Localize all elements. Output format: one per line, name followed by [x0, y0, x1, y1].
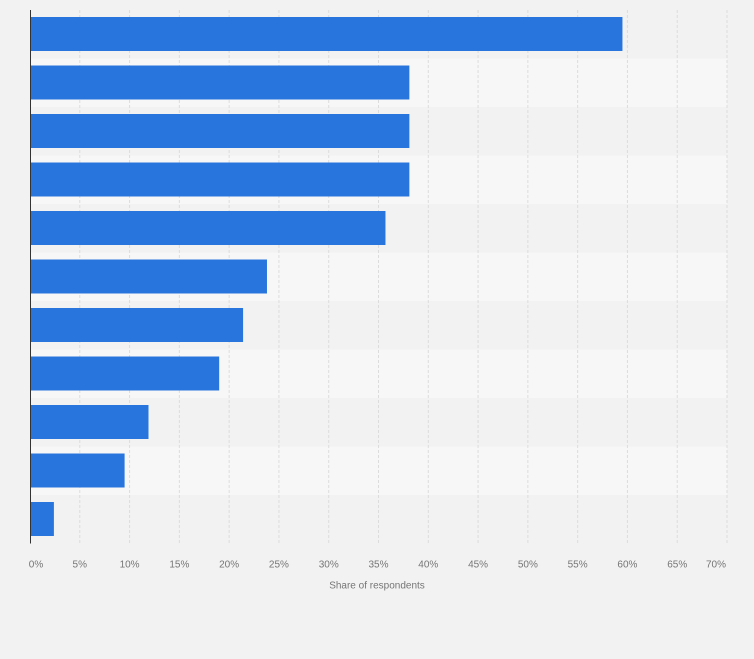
x-tick-label: 20% [219, 560, 239, 571]
x-tick-label: 50% [518, 560, 538, 571]
x-tick-label: 45% [468, 560, 488, 571]
x-tick-label: 55% [568, 560, 588, 571]
x-tick-label: 65% [667, 560, 687, 571]
x-tick-label: 60% [617, 560, 637, 571]
bar[interactable] [30, 453, 125, 488]
bars [30, 17, 623, 536]
x-tick-label: 10% [120, 560, 140, 571]
x-tick-label: 15% [169, 560, 189, 571]
x-tick-label: 5% [73, 560, 88, 571]
bar[interactable] [30, 65, 410, 100]
x-tick-label: 35% [368, 560, 388, 571]
x-tick-label: 40% [418, 560, 438, 571]
x-tick-label: 25% [269, 560, 289, 571]
bar[interactable] [30, 259, 267, 294]
bar[interactable] [30, 162, 410, 197]
bar[interactable] [30, 502, 54, 536]
bar[interactable] [30, 405, 149, 439]
x-tick-label: 70% [706, 560, 726, 571]
x-tick-labels: 0% 5% 10% 15% 20% 25% 30% 35% 40% 45% 50% 55% 60% 65%… [29, 560, 726, 571]
x-tick-label: 30% [319, 560, 339, 571]
bar[interactable] [30, 356, 220, 391]
x-tick-label: 0% [29, 560, 44, 571]
bar[interactable] [30, 17, 623, 51]
bar[interactable] [30, 114, 410, 148]
bar[interactable] [30, 211, 386, 245]
bar[interactable] [30, 308, 244, 342]
x-axis-title: Share of respondents [329, 581, 425, 592]
